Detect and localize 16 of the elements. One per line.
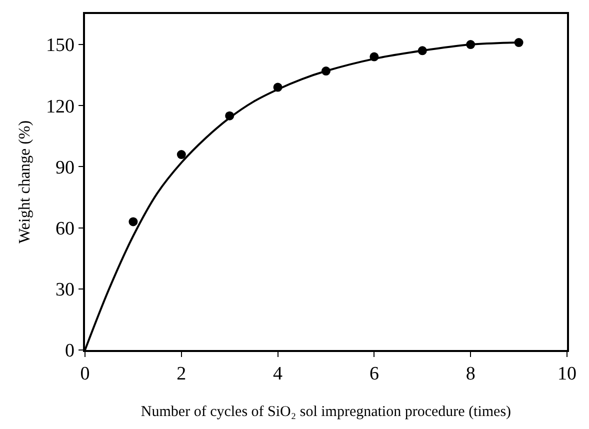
y-tick-label: 60 — [55, 218, 74, 240]
y-tick-label: 120 — [46, 96, 74, 118]
y-axis-title: Weight change (%) — [16, 120, 34, 244]
x-tick-label: 4 — [273, 364, 284, 385]
y-tick-label: 150 — [46, 35, 74, 56]
point — [176, 150, 186, 160]
x-tick-label: 0 — [80, 364, 90, 385]
x-tick-label: 6 — [369, 364, 379, 385]
x-axis-title: Number of cycles of SiO₂ sol impregnation procedure (times) — [140, 404, 512, 420]
x-tick-label: 8 — [466, 364, 476, 385]
x-tick-label: 10 — [558, 364, 576, 385]
y-tick-label: 30 — [55, 280, 74, 301]
y-tick-label: 0 — [64, 340, 74, 362]
x-tick-label: 2 — [176, 364, 186, 385]
point — [128, 217, 138, 226]
y-tick-label: 90 — [55, 157, 74, 178]
